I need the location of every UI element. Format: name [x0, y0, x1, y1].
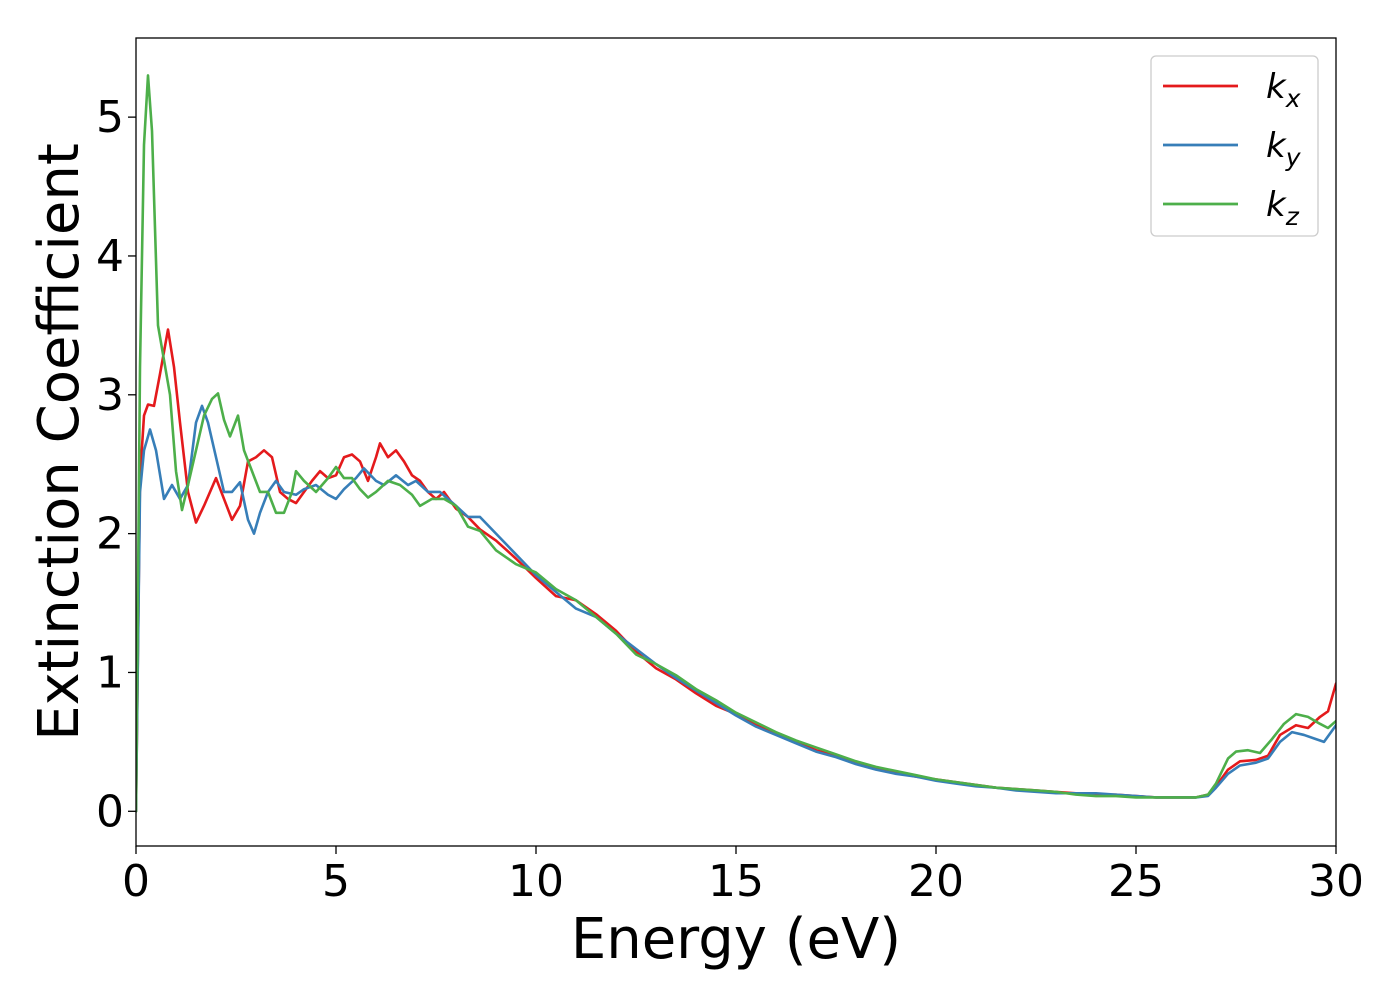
series-line-k-y — [136, 404, 1336, 813]
x-tick-label: 10 — [508, 856, 564, 907]
x-tick-label: 15 — [708, 856, 764, 907]
legend-entry: kx — [1266, 67, 1301, 113]
y-tick-label: 0 — [96, 786, 124, 837]
series-line-k-x — [136, 328, 1336, 813]
legend: kx ky kz — [1150, 55, 1319, 237]
y-tick-label: 1 — [96, 647, 124, 698]
y-tick-label: 5 — [96, 92, 124, 143]
x-tick-label: 0 — [122, 856, 150, 907]
x-tick-label: 25 — [1108, 856, 1164, 907]
x-tick-label: 30 — [1308, 856, 1364, 907]
x-axis-label: Energy (eV) — [571, 907, 901, 972]
y-axis-label: Extinction Coefficient — [27, 143, 92, 741]
y-tick-label: 4 — [96, 231, 124, 282]
plot-frame — [135, 37, 1337, 847]
y-tick-label: 3 — [96, 370, 124, 421]
legend-entry: kz — [1266, 185, 1300, 231]
x-axis-ticks: 0 5 10 15 20 25 30 — [122, 846, 1364, 907]
y-tick-label: 2 — [96, 509, 124, 560]
x-tick-label: 20 — [908, 856, 964, 907]
x-tick-label: 5 — [322, 856, 350, 907]
y-axis-ticks: 0 1 2 3 4 5 — [96, 92, 136, 837]
series-line-k-z — [136, 74, 1336, 813]
plot-lines — [136, 74, 1336, 813]
legend-entry: ky — [1266, 126, 1302, 172]
